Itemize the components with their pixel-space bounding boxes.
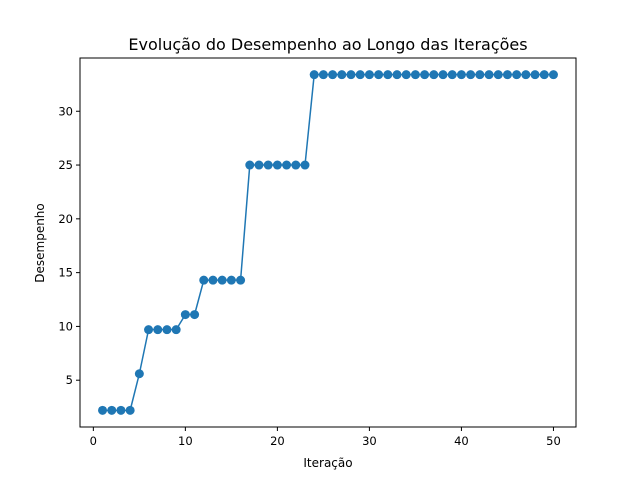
data-point [162,325,172,335]
data-point [318,70,328,80]
x-tick-label: 50 [546,434,561,448]
data-point [180,310,190,320]
data-point [493,70,503,80]
data-point [401,70,411,80]
data-point [447,70,457,80]
data-point [374,70,384,80]
y-tick-label: 25 [58,158,73,172]
data-point [355,70,365,80]
data-point [125,405,135,415]
data-point [282,160,292,170]
data-point [456,70,466,80]
data-point [190,310,200,320]
data-point [309,70,319,80]
data-point [291,160,301,170]
x-tick-label: 20 [270,434,285,448]
data-point [539,70,549,80]
data-point [300,160,310,170]
data-point [502,70,512,80]
y-tick-label: 10 [58,319,73,333]
data-point [512,70,522,80]
data-point [263,160,273,170]
plot-area [98,70,558,415]
data-point [153,325,163,335]
data-point [337,70,347,80]
data-point [429,70,439,80]
data-point [208,275,218,285]
x-tick-label: 30 [362,434,377,448]
axes-frame [79,57,577,428]
data-point [328,70,338,80]
data-point [107,405,117,415]
data-point [410,70,420,80]
data-point [364,70,374,80]
data-point [438,70,448,80]
data-point [245,160,255,170]
data-point [475,70,485,80]
y-axis: 5 10 15 20 25 30 [58,104,80,387]
x-axis: 0 10 20 30 40 50 [90,427,561,448]
y-tick-label: 30 [58,104,73,118]
data-point [236,275,246,285]
data-point [217,275,227,285]
data-point [392,70,402,80]
data-point [530,70,540,80]
data-point [383,70,393,80]
data-point [420,70,430,80]
y-tick-label: 20 [58,212,73,226]
y-axis-label: Desempenho [33,203,47,283]
x-tick-label: 10 [178,434,193,448]
data-point [226,275,236,285]
data-point [171,325,181,335]
data-point [272,160,282,170]
data-point [466,70,476,80]
data-point [144,325,154,335]
x-axis-label: Iteração [303,456,352,470]
y-tick-label: 5 [66,373,73,387]
data-point [98,405,108,415]
x-tick-label: 40 [454,434,469,448]
data-point [254,160,264,170]
data-point [484,70,494,80]
chart-title: Evolução do Desempenho ao Longo das Iter… [128,35,527,54]
data-point [548,70,558,80]
data-point [199,275,209,285]
data-point [134,369,144,379]
x-tick-label: 0 [90,434,97,448]
data-point [116,405,126,415]
data-point [521,70,531,80]
data-point [346,70,356,80]
y-tick-label: 15 [58,266,73,280]
